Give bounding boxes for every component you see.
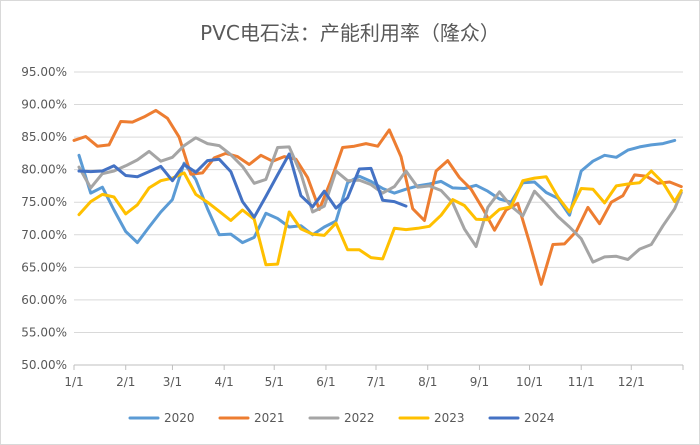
series-lines <box>72 108 683 286</box>
series-line-2022 <box>77 136 683 264</box>
legend-label-2024: 2024 <box>524 411 555 425</box>
grid-lines <box>74 71 683 333</box>
y-tick-label: 85.00% <box>21 130 67 144</box>
legend-label-2020: 2020 <box>164 411 195 425</box>
x-tick-label: 6/1 <box>316 375 335 389</box>
x-tick-label: 7/1 <box>366 375 385 389</box>
y-axis-ticks: 50.00% 55.00% 60.00% 65.00% 70.00% 75.00% 80.0… <box>21 65 67 372</box>
legend-label-2023: 2023 <box>434 411 465 425</box>
x-tick-label: 9/1 <box>470 375 489 389</box>
x-tick-label: 8/1 <box>418 375 437 389</box>
x-tick-label: 11/1 <box>568 375 595 389</box>
x-tick-label: 4/1 <box>215 375 234 389</box>
series-line-2021 <box>72 108 683 286</box>
x-tick-label: 10/1 <box>516 375 543 389</box>
y-tick-label: 90.00% <box>21 98 67 112</box>
y-tick-label: 80.00% <box>21 163 67 177</box>
chart-title: PVC电石法：产能利用率（隆众） <box>200 21 500 45</box>
series-line-2020 <box>77 138 677 245</box>
x-tick-label: 5/1 <box>265 375 284 389</box>
y-tick-label: 65.00% <box>21 260 67 274</box>
x-tick-label: 1/1 <box>64 375 83 389</box>
legend: 2020 2021 2022 2023 2024 <box>128 411 555 425</box>
x-tick-label: 12/1 <box>618 375 645 389</box>
series-line-2024 <box>77 152 408 219</box>
y-tick-label: 50.00% <box>21 358 67 372</box>
y-tick-label: 95.00% <box>21 65 67 79</box>
legend-label-2021: 2021 <box>254 411 285 425</box>
x-axis: 1/1 2/1 3/1 4/1 5/1 6/1 7/1 8/1 9/1 10/1 11/1 12/1 <box>64 364 684 389</box>
x-tick-label: 3/1 <box>163 375 182 389</box>
series-line-2023 <box>77 169 683 267</box>
y-tick-label: 75.00% <box>21 195 67 209</box>
y-tick-label: 55.00% <box>21 325 67 339</box>
y-tick-label: 60.00% <box>21 293 67 307</box>
x-tick-label: 2/1 <box>116 375 135 389</box>
legend-label-2022: 2022 <box>344 411 375 425</box>
y-tick-label: 70.00% <box>21 228 67 242</box>
